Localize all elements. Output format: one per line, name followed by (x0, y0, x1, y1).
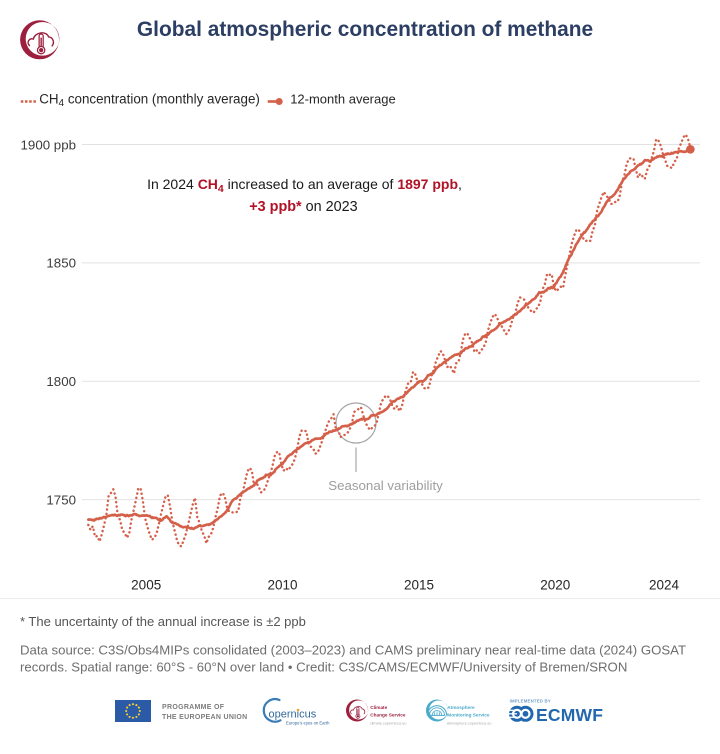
svg-text:Change Service: Change Service (370, 713, 406, 718)
svg-text:opernicus: opernicus (269, 709, 317, 721)
svg-text:THE EUROPEAN UNION: THE EUROPEAN UNION (162, 714, 248, 721)
svg-text:In 2024 CH4 increased to an av: In 2024 CH4 increased to an average of 1… (147, 176, 462, 195)
svg-text:2024: 2024 (649, 578, 680, 593)
svg-text:ECMWF: ECMWF (536, 705, 603, 725)
svg-text:PROGRAMME OF: PROGRAMME OF (162, 704, 225, 711)
svg-text:2020: 2020 (540, 578, 570, 593)
svg-text:IMPLEMENTED BY: IMPLEMENTED BY (510, 699, 551, 704)
svg-text:12-month average: 12-month average (290, 91, 396, 106)
svg-text:2005: 2005 (131, 578, 161, 593)
svg-text:Climate: Climate (370, 705, 387, 710)
svg-text:2010: 2010 (267, 578, 297, 593)
svg-text:1900 ppb: 1900 ppb (21, 137, 76, 152)
svg-text:+3 ppb* on 2023: +3 ppb* on 2023 (249, 199, 357, 215)
svg-text:1850: 1850 (46, 256, 76, 271)
svg-text:Data source: C3S/Obs4MIPs cons: Data source: C3S/Obs4MIPs consolidated (… (20, 643, 686, 658)
svg-text:CH4 concentration (monthly ave: CH4 concentration (monthly average) (39, 91, 260, 109)
svg-text:2015: 2015 (404, 578, 434, 593)
svg-text:1750: 1750 (46, 492, 76, 507)
svg-text:Seasonal variability: Seasonal variability (328, 478, 443, 493)
svg-text:* The uncertainty of the annua: * The uncertainty of the annual increase… (20, 614, 306, 629)
svg-text:records. Spatial range: 60°S -: records. Spatial range: 60°S - 60°N over… (20, 660, 627, 675)
svg-text:Atmosphere: Atmosphere (447, 705, 475, 710)
svg-text:climate.copernicus.eu: climate.copernicus.eu (370, 721, 407, 725)
svg-text:Global atmospheric concentrati: Global atmospheric concentration of meth… (137, 18, 593, 41)
svg-text:1800: 1800 (46, 374, 76, 389)
svg-text:atmosphere.copernicus.eu: atmosphere.copernicus.eu (447, 721, 492, 725)
svg-text:Monitoring Service: Monitoring Service (447, 713, 490, 718)
svg-text:Europe's eyes on Earth: Europe's eyes on Earth (286, 721, 330, 726)
